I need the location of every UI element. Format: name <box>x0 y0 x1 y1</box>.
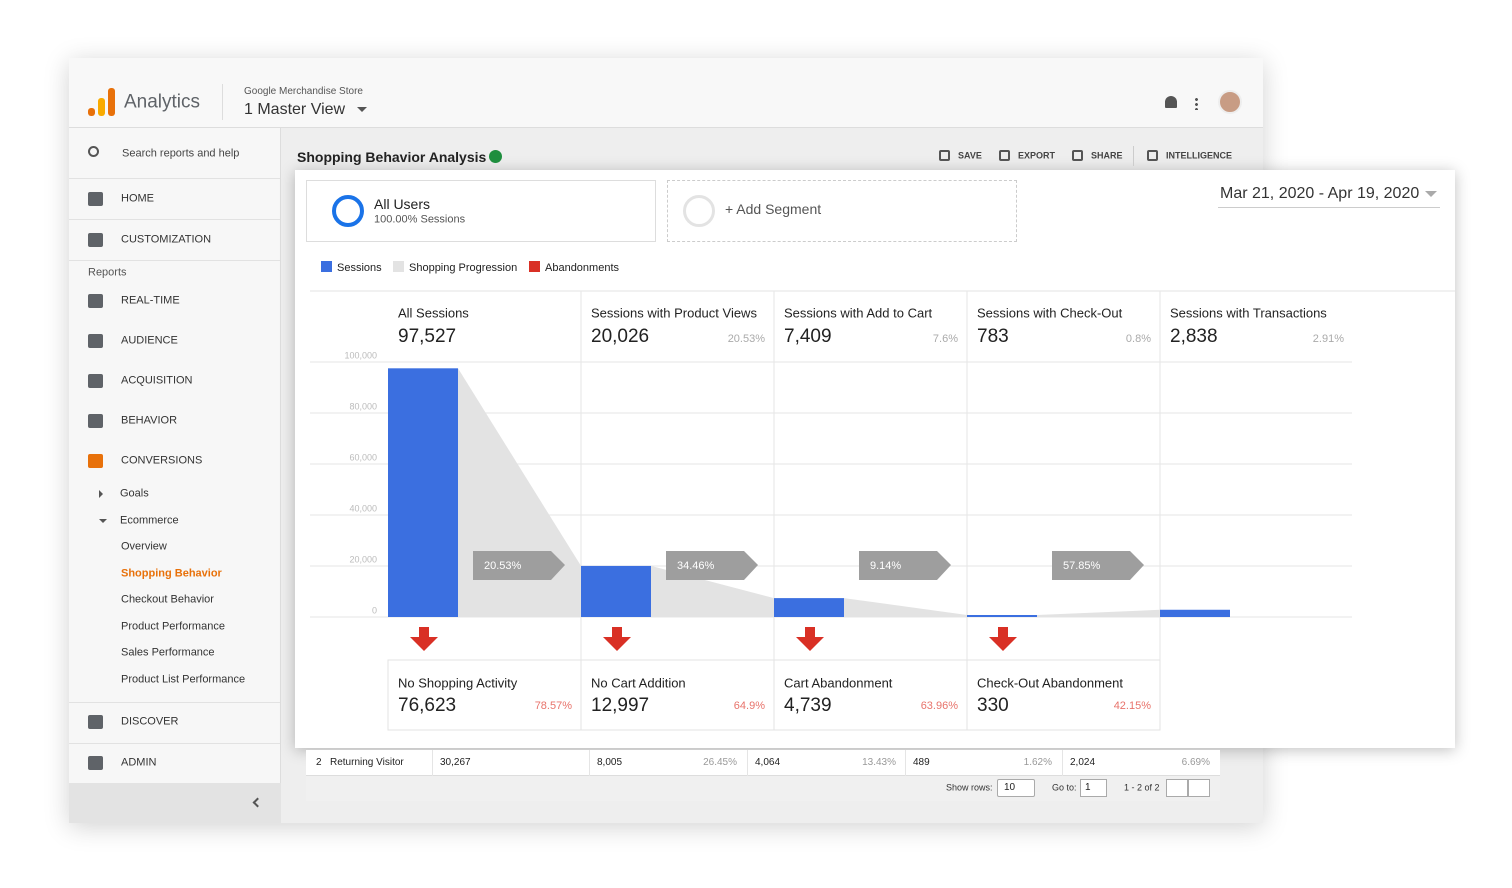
table-cell: 2,024 <box>1070 757 1096 768</box>
add-segment[interactable]: + Add Segment <box>725 201 822 217</box>
nav-item[interactable]: AUDIENCE <box>121 334 178 347</box>
sidebar-divider <box>69 702 280 703</box>
nav-item[interactable]: Overview <box>121 540 167 553</box>
segment-detail: 100.00% Sessions <box>374 213 466 226</box>
nav-icon <box>88 294 103 308</box>
search-box[interactable]: Search reports and help <box>122 147 240 160</box>
nav-item[interactable]: Product Performance <box>121 620 225 633</box>
table-cell: Returning Visitor <box>330 757 404 768</box>
view-selector[interactable]: 1 Master View <box>244 101 346 118</box>
table-cell: 2 <box>316 757 322 768</box>
nav-section: Reports <box>88 266 127 279</box>
nav-icon <box>88 192 103 206</box>
table-cell: 26.45% <box>703 757 737 768</box>
report-title: Shopping Behavior Analysis <box>297 149 487 165</box>
sidebar-footer <box>69 783 281 823</box>
action-icon[interactable] <box>939 150 950 161</box>
toolbar-action[interactable]: EXPORT <box>1018 150 1056 161</box>
action-icon[interactable] <box>1147 150 1158 161</box>
app-name: Analytics <box>124 91 201 113</box>
nav-icon <box>88 334 103 348</box>
page-value: 1 <box>1085 782 1091 793</box>
table-divider <box>747 750 748 776</box>
next-page[interactable] <box>1188 779 1210 797</box>
sidebar-divider <box>69 260 280 261</box>
nav-item[interactable]: Ecommerce <box>120 514 179 527</box>
table-cell: 1.62% <box>1023 757 1052 768</box>
table-cell: 13.43% <box>862 757 896 768</box>
nav-icon <box>88 414 103 428</box>
table-cell: 489 <box>913 757 930 768</box>
rows-value: 10 <box>1004 782 1016 793</box>
nav-item[interactable]: CONVERSIONS <box>121 454 203 467</box>
rows-select[interactable] <box>997 779 1035 797</box>
prev-page[interactable] <box>1166 779 1188 797</box>
header-divider <box>222 84 223 120</box>
view-caret[interactable] <box>357 107 367 117</box>
nav-item[interactable]: DISCOVER <box>121 715 179 728</box>
segment-name: All Users <box>374 196 431 212</box>
nav-icon <box>88 715 103 729</box>
nav-item[interactable]: CUSTOMIZATION <box>121 233 212 246</box>
table-divider <box>1062 750 1063 776</box>
analytics-logo <box>88 88 115 116</box>
nav-item[interactable]: Shopping Behavior <box>121 567 222 580</box>
segment-ring <box>332 195 364 227</box>
notifications[interactable] <box>1165 96 1177 108</box>
toolbar-action[interactable]: SAVE <box>958 150 982 161</box>
avatar[interactable] <box>1218 90 1242 114</box>
toolbar-divider <box>1133 146 1134 166</box>
table-divider <box>905 750 906 776</box>
add-segment-card[interactable] <box>667 180 1017 242</box>
sidebar-divider <box>69 219 280 220</box>
pagination-range: 1 - 2 of 2 <box>1124 782 1160 793</box>
date-range[interactable]: Mar 21, 2020 - Apr 19, 2020 <box>1220 185 1420 202</box>
nav-caret <box>99 490 107 498</box>
nav-icon <box>88 374 103 388</box>
nav-item[interactable]: ACQUISITION <box>121 374 193 387</box>
table-cell: 8,005 <box>597 757 623 768</box>
front-panel <box>295 170 1455 748</box>
nav-item[interactable]: HOME <box>121 192 154 205</box>
add-segment-ring <box>683 195 715 227</box>
search-icon[interactable] <box>88 146 99 157</box>
toolbar-action[interactable]: SHARE <box>1091 150 1123 161</box>
date-caret[interactable] <box>1425 191 1437 203</box>
action-icon[interactable] <box>999 150 1010 161</box>
more-menu[interactable] <box>1195 97 1198 110</box>
table-footer <box>306 776 1220 801</box>
table-cell: 6.69% <box>1181 757 1210 768</box>
table-cell: 30,267 <box>440 757 471 768</box>
sidebar <box>69 128 281 823</box>
nav-caret <box>99 519 107 527</box>
nav-item[interactable]: Goals <box>120 487 149 500</box>
toolbar-action[interactable]: INTELLIGENCE <box>1166 150 1233 161</box>
nav-icon <box>88 454 103 468</box>
segment-card[interactable] <box>306 180 656 242</box>
date-underline <box>1218 207 1440 208</box>
page-input[interactable] <box>1080 779 1107 797</box>
sidebar-divider <box>69 743 280 744</box>
nav-item[interactable]: REAL-TIME <box>121 294 180 307</box>
table-cell: 4,064 <box>755 757 781 768</box>
nav-item[interactable]: ADMIN <box>121 756 157 769</box>
nav-icon <box>88 233 103 247</box>
verified-badge <box>489 150 502 163</box>
table-divider <box>589 750 590 776</box>
nav-item[interactable]: BEHAVIOR <box>121 414 178 427</box>
nav-icon <box>88 756 103 770</box>
table-divider <box>432 750 433 776</box>
nav-item[interactable]: Product List Performance <box>121 673 246 686</box>
pagination-label: Show rows: <box>946 782 993 793</box>
app-header <box>69 58 1263 128</box>
sidebar-divider <box>69 178 280 179</box>
action-icon[interactable] <box>1072 150 1083 161</box>
pagination-label: Go to: <box>1052 782 1077 793</box>
nav-item[interactable]: Sales Performance <box>121 646 215 659</box>
table-row <box>306 750 1220 776</box>
account-name: Google Merchandise Store <box>244 86 363 97</box>
nav-item[interactable]: Checkout Behavior <box>121 593 214 606</box>
